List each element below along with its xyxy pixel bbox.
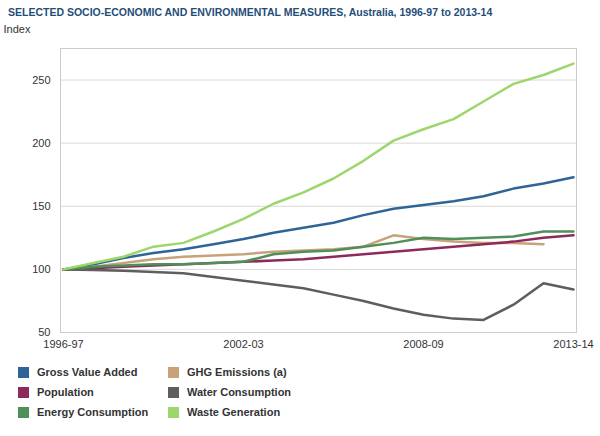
html-text:Water Consumption: Water Consumption xyxy=(187,386,292,398)
svg-text:50: 50 xyxy=(38,326,50,338)
html-text:Gross Value Added: Gross Value Added xyxy=(37,366,138,378)
html-text:SELECTED SOCIO-ECONOMIC AND EN: SELECTED SOCIO-ECONOMIC AND ENVIRONMENTA… xyxy=(8,6,493,18)
svg-text:200: 200 xyxy=(32,137,50,149)
html-text:Population: Population xyxy=(37,386,94,398)
svg-text:150: 150 xyxy=(32,200,50,212)
svg-text:2013-14: 2013-14 xyxy=(553,338,593,350)
svg-text:1996-97: 1996-97 xyxy=(43,338,83,350)
html-text:GHG Emissions (a): GHG Emissions (a) xyxy=(187,366,287,378)
svg-text:250: 250 xyxy=(32,74,50,86)
svg-text:Index: Index xyxy=(4,23,31,35)
html-text:Energy Consumption: Energy Consumption xyxy=(37,406,149,418)
html-text:Waste Generation: Waste Generation xyxy=(187,406,281,418)
svg-text:100: 100 xyxy=(32,263,50,275)
svg-text:2008-09: 2008-09 xyxy=(403,338,443,350)
svg-text:2002-03: 2002-03 xyxy=(223,338,263,350)
